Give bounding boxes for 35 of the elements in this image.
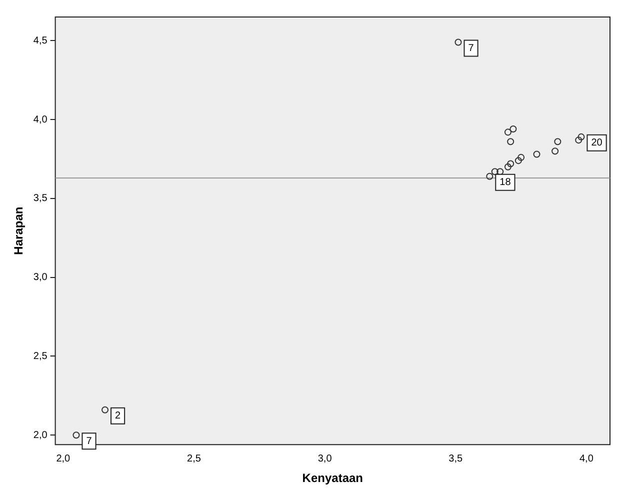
point [554,138,562,146]
annotation: 20 [591,138,603,149]
annotation: 2 [115,410,122,422]
point [102,406,109,414]
y-tick-label: 4,5 [33,35,48,46]
annotation: 7 [468,42,474,54]
point [514,157,522,164]
point [507,160,514,168]
x-tick-label: 2,0 [56,453,71,464]
point [552,148,559,155]
y-tick-label: 3,5 [33,193,48,204]
point [518,154,525,161]
point [72,432,80,439]
point [491,168,498,176]
x-tick-label: 2,5 [187,453,202,464]
annotation: 18 [500,177,512,188]
point [507,138,514,146]
y-axis-title: Harapan [12,206,26,255]
y-tick-label: 2,5 [33,350,48,362]
y-tick-label: 3,0 [33,272,48,284]
annotation: 7 [86,436,92,447]
point [575,136,582,144]
x-tick-label: 4,0 [580,453,594,464]
point [578,133,585,140]
x-tick-label: 3,5 [448,453,464,464]
y-tick-label: 4,0 [33,114,48,126]
x-tick-label: 3,0 [318,453,332,464]
y-tick-label: 2,0 [33,430,48,441]
point [504,163,512,170]
point [454,38,462,46]
point [533,150,540,158]
x-axis-title: Kenyataan [302,471,363,486]
point [510,126,517,133]
point [504,128,512,136]
point [486,172,494,180]
